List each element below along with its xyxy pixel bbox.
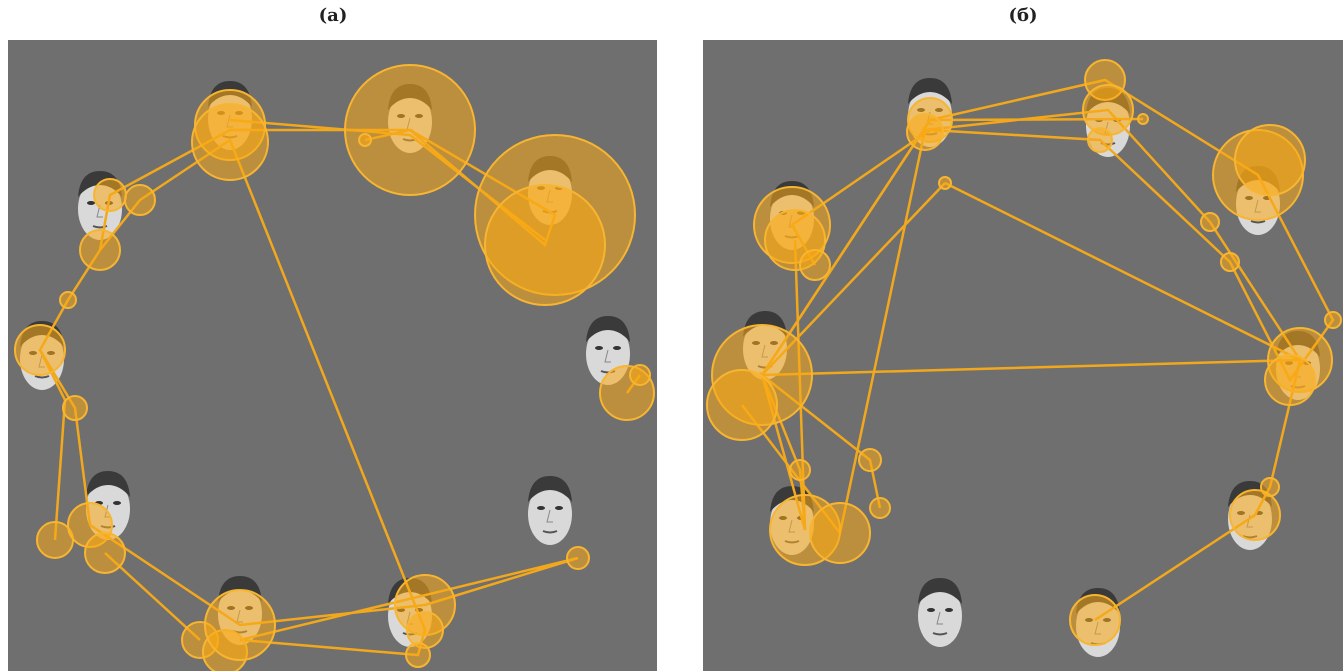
fixation <box>1083 85 1133 135</box>
fixation <box>810 503 870 563</box>
fixation <box>485 185 605 305</box>
fixation <box>567 547 589 569</box>
face-eye <box>537 506 545 510</box>
figure: (a) (б) <box>0 0 1343 671</box>
face-eye <box>927 608 935 612</box>
fixation <box>1265 355 1315 405</box>
fixation <box>907 114 943 150</box>
face-eye <box>595 346 603 350</box>
fixation <box>1325 312 1341 328</box>
fixation <box>1138 114 1148 124</box>
fixation <box>15 325 65 375</box>
face <box>528 476 572 545</box>
fixation <box>1088 128 1112 152</box>
fixation <box>859 449 881 471</box>
fixation <box>1235 125 1305 195</box>
fixation <box>1221 253 1239 271</box>
face-eye <box>113 501 121 505</box>
fixation <box>94 179 126 211</box>
fixation <box>125 185 155 215</box>
panel-label: (a) <box>319 5 348 26</box>
fixation <box>1230 490 1280 540</box>
fixation <box>205 590 275 660</box>
fixation <box>1201 213 1219 231</box>
fixation <box>407 612 443 648</box>
fixation <box>80 230 120 270</box>
face-eye <box>945 608 953 612</box>
fixation <box>63 396 87 420</box>
fixation <box>345 65 475 195</box>
fixation <box>60 292 76 308</box>
face-eye <box>87 201 95 205</box>
face-eye <box>613 346 621 350</box>
fixation <box>800 250 830 280</box>
fixation <box>85 533 125 573</box>
fixation <box>359 134 371 146</box>
fixation <box>1070 595 1120 645</box>
fixation <box>406 643 430 667</box>
fixation <box>192 104 268 180</box>
fixation <box>939 177 951 189</box>
face <box>918 578 962 647</box>
fixation <box>870 498 890 518</box>
face-eye <box>555 506 563 510</box>
fixation <box>790 460 810 480</box>
fixation <box>707 370 777 440</box>
panel-label: (б) <box>1008 5 1037 26</box>
fixation <box>630 365 650 385</box>
